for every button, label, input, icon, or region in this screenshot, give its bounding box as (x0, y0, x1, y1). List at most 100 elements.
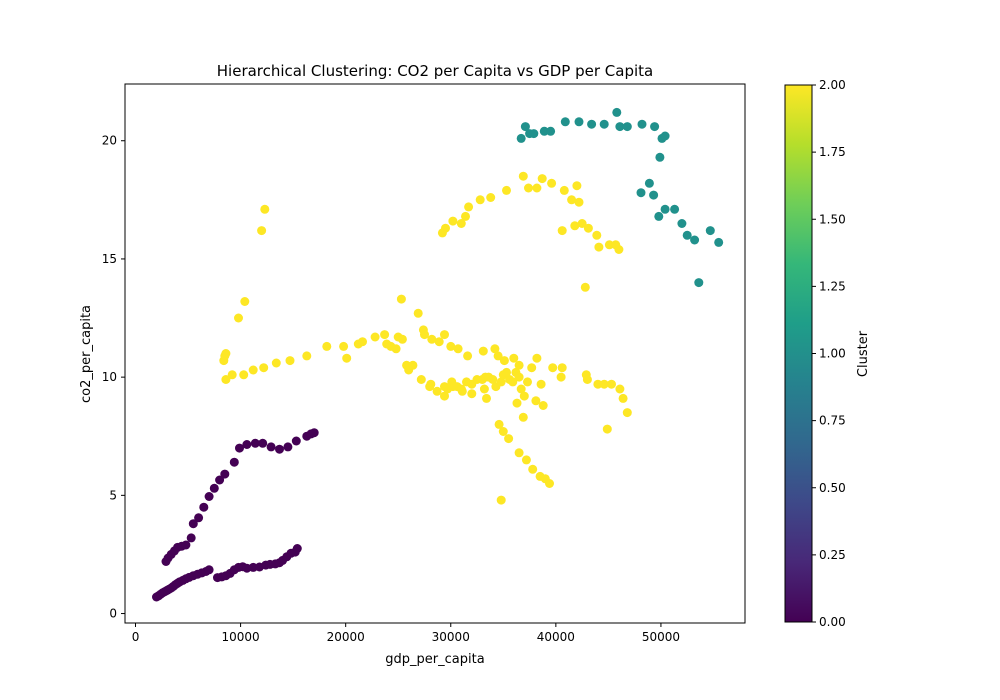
scatter-point-cluster-1-17 (655, 152, 665, 162)
scatter-point-cluster-2-76 (523, 377, 532, 387)
scatter-point-cluster-2-73 (514, 372, 524, 382)
scatter-point-cluster-2-81 (593, 379, 603, 389)
scatter-point-cluster-1-4 (539, 126, 549, 136)
scatter-point-cluster-2-101 (514, 448, 524, 458)
scatter-point-cluster-2-107 (496, 495, 506, 505)
scatter-point-cluster-2-37 (478, 346, 488, 356)
scatter-point-cluster-0-60 (275, 444, 284, 454)
scatter-point-cluster-2-3 (234, 313, 243, 323)
scatter-point-cluster-2-10 (248, 365, 258, 375)
scatter-point-cluster-2-119 (532, 183, 542, 193)
scatter-point-cluster-2-92 (457, 386, 467, 396)
scatter-point-cluster-0-62 (291, 436, 301, 446)
scatter-point-cluster-0-53 (220, 469, 230, 479)
colorbar-tick-label: 2.00 (819, 78, 846, 92)
scatter-point-cluster-1-12 (622, 122, 632, 132)
scatter-point-cluster-2-117 (518, 171, 528, 181)
y-axis: 0 5 10 15 20 (102, 134, 125, 621)
scatter-point-cluster-0-56 (242, 440, 252, 449)
scatter-point-cluster-0-61 (283, 442, 293, 452)
scatter-point-cluster-1-28 (714, 237, 724, 247)
scatter-point-cluster-2-30 (420, 330, 429, 340)
scatter-point-cluster-2-116 (502, 185, 511, 195)
scatter-point-cluster-2-32 (434, 337, 444, 347)
scatter-point-cluster-0-52 (215, 475, 225, 485)
scatter-point-cluster-1-27 (705, 226, 715, 236)
scatter-point-cluster-2-126 (557, 226, 567, 236)
x-axis: 0 10000 20000 30000 40000 50000 (132, 623, 680, 644)
scatter-point-cluster-1-0 (516, 133, 526, 143)
x-tick-label: 30000 (432, 630, 470, 644)
scatter-point-cluster-2-33 (440, 330, 449, 340)
scatter-point-cluster-1-23 (670, 204, 680, 214)
scatter-point-cluster-2-124 (572, 181, 582, 191)
scatter-point-cluster-2-87 (602, 424, 612, 434)
scatter-point-cluster-2-96 (494, 419, 504, 429)
scatter-point-cluster-0-65 (309, 428, 319, 438)
scatter-point-cluster-2-93 (467, 389, 477, 399)
scatter-point-cluster-2-113 (464, 202, 474, 212)
scatter-point-cluster-2-84 (615, 384, 625, 394)
scatter-point-cluster-2-123 (567, 195, 577, 205)
scatter-point-cluster-2-95 (482, 393, 491, 403)
scatter-point-cluster-0-45 (181, 540, 191, 550)
scatter-point-cluster-2-132 (604, 240, 614, 250)
scatter-point-cluster-2-134 (614, 245, 624, 254)
scatter-point-cluster-2-6 (221, 349, 231, 358)
scatter-point-cluster-2-14 (302, 351, 312, 361)
scatter-point-cluster-2-89 (432, 386, 442, 396)
y-tick-label: 0 (109, 607, 117, 621)
scatter-point-cluster-2-135 (580, 282, 590, 292)
scatter-point-cluster-2-130 (592, 230, 602, 240)
scatter-point-cluster-2-9 (239, 370, 249, 380)
scatter-point-cluster-2-65 (488, 375, 498, 384)
scatter-point-cluster-0-58 (258, 438, 268, 448)
scatter-point-cluster-2-86 (622, 408, 632, 418)
colorbar-gradient (785, 85, 812, 622)
scatter-point-cluster-2-99 (512, 398, 522, 408)
x-axis-label: gdp_per_capita (385, 652, 484, 667)
colorbar: 0.00 0.25 0.50 0.75 1.00 1.25 1.50 1.75 2.00 (784, 78, 846, 629)
scatter-point-cluster-2-118 (524, 183, 533, 193)
scatter-point-cluster-2-26 (397, 334, 407, 344)
scatter-point-cluster-1-21 (654, 211, 664, 221)
scatter-point-cluster-2-20 (370, 332, 380, 342)
scatter-point-cluster-2-36 (463, 351, 473, 361)
scatter-point-cluster-2-71 (508, 377, 518, 387)
scatter-point-cluster-1-20 (649, 190, 659, 200)
plot-area (124, 83, 746, 624)
x-tick-label: 10000 (221, 630, 259, 644)
scatter-point-cluster-2-67 (496, 377, 506, 387)
scatter-point-cluster-2-121 (547, 178, 557, 188)
scatter-point-cluster-0-49 (199, 502, 209, 512)
scatter-point-cluster-2-43 (527, 363, 537, 373)
scatter-point-cluster-2-45 (548, 363, 558, 373)
scatter-point-cluster-1-29 (694, 278, 704, 288)
x-tick-label: 40000 (537, 630, 575, 644)
scatter-point-cluster-2-31 (427, 334, 437, 344)
scatter-point-cluster-2-40 (499, 356, 509, 366)
scatter-point-cluster-0-48 (194, 513, 204, 523)
scatter-point-cluster-2-122 (559, 185, 569, 195)
colorbar-label: Cluster (856, 330, 871, 377)
scatter-point-cluster-2-42 (514, 360, 524, 370)
scatter-point-cluster-1-14 (650, 122, 660, 132)
scatter-point-cluster-1-13 (637, 119, 647, 129)
scatter-point-cluster-2-7 (221, 375, 231, 384)
x-tick-label: 50000 (642, 630, 680, 644)
scatter-point-cluster-2-125 (574, 197, 584, 207)
scatter-point-cluster-2-110 (448, 216, 458, 226)
scatter-point-cluster-2-103 (528, 464, 538, 474)
x-tick-label: 0 (132, 630, 140, 644)
scatter-point-cluster-2-41 (509, 353, 519, 363)
scatter-point-cluster-1-25 (682, 230, 692, 240)
chart-title: Hierarchical Clustering: CO2 per Capita … (217, 62, 653, 80)
scatter-point-cluster-2-91 (448, 382, 458, 392)
scatter-point-cluster-2-44 (532, 353, 542, 363)
scatter-point-cluster-1-26 (690, 235, 700, 245)
scatter-point-cluster-2-90 (440, 391, 449, 401)
scatter-point-cluster-2-11 (259, 363, 269, 373)
scatter-point-cluster-2-94 (479, 384, 489, 394)
scatter-point-cluster-0-47 (188, 519, 198, 529)
scatter-point-cluster-1-24 (677, 219, 687, 228)
